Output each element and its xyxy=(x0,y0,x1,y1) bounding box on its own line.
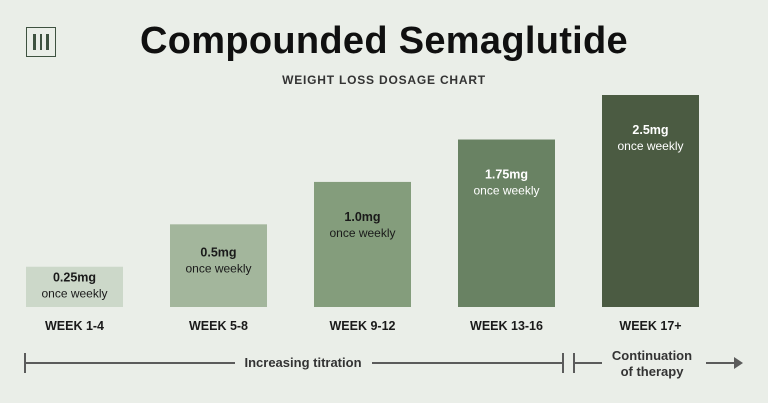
category-label-5: WEEK 17+ xyxy=(619,319,681,333)
bar-value-label-5: 2.5mg xyxy=(632,123,668,137)
bar-5 xyxy=(602,95,699,307)
bar-1 xyxy=(26,266,123,307)
bar-4 xyxy=(458,139,555,307)
category-label-1: WEEK 1-4 xyxy=(45,319,104,333)
continuation-line-left xyxy=(574,362,602,364)
increasing-titration-label: Increasing titration xyxy=(244,355,362,370)
bar-frequency-label-2: once weekly xyxy=(185,261,251,275)
continuation-label: Continuation of therapy xyxy=(604,348,700,380)
phase-end-tick xyxy=(562,353,564,373)
bar-2 xyxy=(170,224,267,307)
chart-title: Compounded Semaglutide xyxy=(140,20,628,62)
increasing-phase-line-left xyxy=(25,362,235,364)
bar-value-label-3: 1.0mg xyxy=(344,210,380,224)
category-label-2: WEEK 5-8 xyxy=(189,319,248,333)
bar-frequency-label-3: once weekly xyxy=(329,226,395,240)
bar-value-label-4: 1.75mg xyxy=(485,168,528,182)
bar-frequency-label-1: once weekly xyxy=(41,287,107,301)
brand-logo-icon xyxy=(26,27,56,57)
increasing-phase-line-right xyxy=(372,362,562,364)
category-label-3: WEEK 9-12 xyxy=(330,319,396,333)
continuation-label-line2: of therapy xyxy=(620,364,684,379)
bar-value-label-2: 0.5mg xyxy=(200,245,236,259)
bar-frequency-label-4: once weekly xyxy=(473,184,539,198)
category-label-4: WEEK 13-16 xyxy=(470,319,543,333)
continuation-line-right xyxy=(706,362,736,364)
bar-value-label-1: 0.25mg xyxy=(53,271,96,285)
chart-subtitle: WEIGHT LOSS DOSAGE CHART xyxy=(282,73,486,87)
bar-3 xyxy=(314,181,411,307)
bar-frequency-label-5: once weekly xyxy=(617,139,683,153)
continuation-label-line1: Continuation xyxy=(611,348,693,363)
arrow-right-icon xyxy=(734,357,743,369)
